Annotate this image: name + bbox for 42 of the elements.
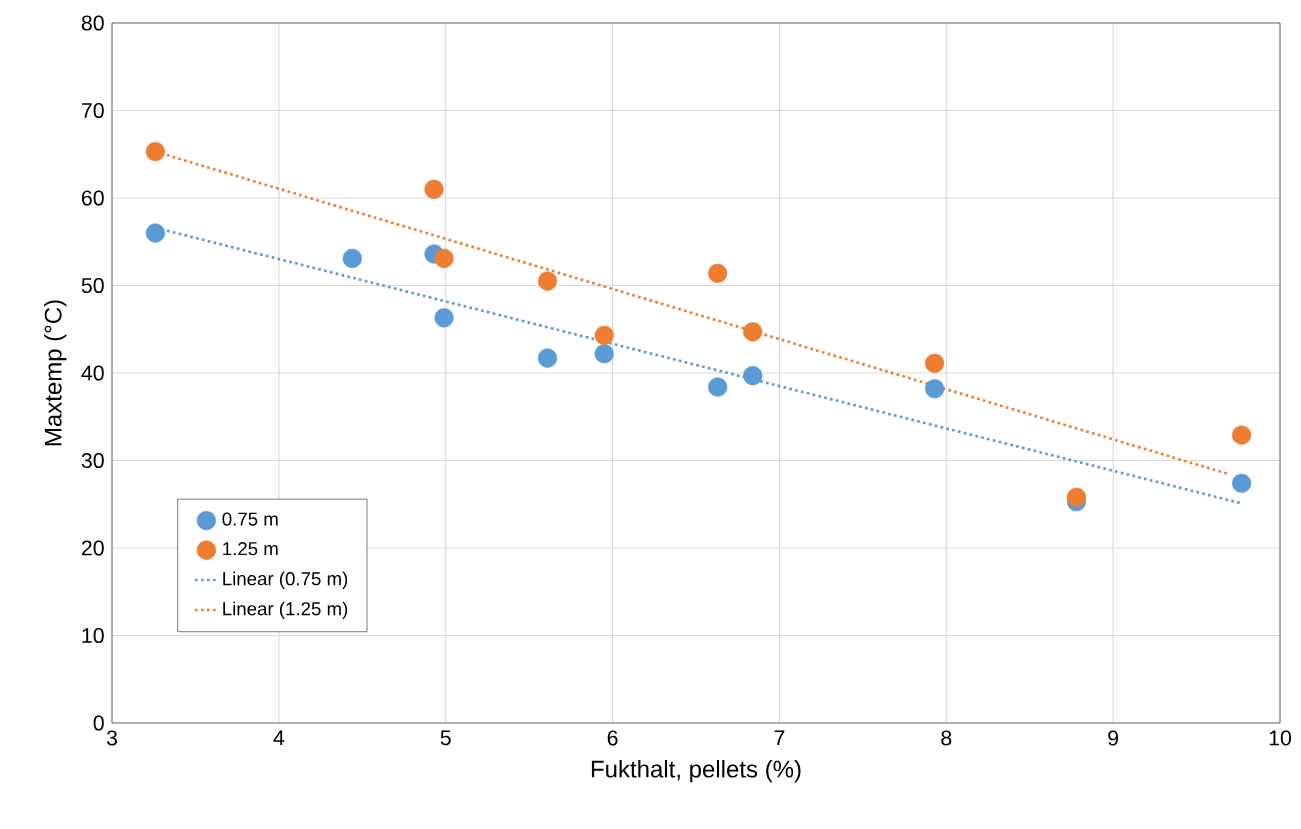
- point: [1232, 473, 1252, 493]
- y-tick-label: 40: [81, 365, 104, 381]
- x-tick-label: 5: [440, 730, 451, 746]
- point: [594, 325, 614, 345]
- x-tick-label: 6: [607, 730, 618, 746]
- legend-label: Linear (0.75 m): [223, 571, 348, 590]
- x-tick-label: 4: [273, 730, 285, 746]
- legend-label: 1.25 m: [223, 542, 278, 556]
- point: [1066, 487, 1087, 507]
- y-tick-label: 70: [81, 102, 104, 119]
- y-tick-label: 20: [81, 540, 104, 556]
- point: [342, 248, 362, 268]
- y-tick-label: 30: [81, 452, 104, 469]
- point: [424, 179, 444, 199]
- point: [925, 379, 945, 399]
- point: [925, 353, 945, 373]
- point: [743, 322, 763, 342]
- legend-label: Linear (1.25 m): [223, 601, 348, 620]
- point: [537, 348, 558, 368]
- y-tick-label: 0: [93, 715, 104, 731]
- x-tick-label: 9: [1108, 730, 1119, 746]
- point: [145, 142, 165, 162]
- x-tick-label: 7: [774, 730, 785, 746]
- x-tick-label: 3: [106, 730, 117, 746]
- y-tick-label: 10: [82, 627, 104, 644]
- y-tick-label: 80: [81, 15, 104, 31]
- point: [434, 248, 454, 268]
- y-tick-label: 60: [81, 190, 104, 206]
- point: [1232, 425, 1252, 445]
- x-axis-title: Fukthalt, pellets (%): [591, 759, 801, 783]
- legend-label: 0.75 m: [222, 512, 278, 526]
- point: [743, 366, 763, 386]
- point: [708, 377, 728, 397]
- point: [434, 308, 454, 328]
- y-axis-title: Maxtemp (°C): [44, 300, 67, 446]
- y-tick-label: 50: [81, 277, 104, 294]
- point: [594, 344, 614, 364]
- point: [145, 223, 165, 243]
- point: [708, 263, 728, 283]
- x-tick-label: 10: [1269, 730, 1292, 746]
- x-tick-label: 8: [941, 730, 952, 746]
- point: [537, 271, 558, 291]
